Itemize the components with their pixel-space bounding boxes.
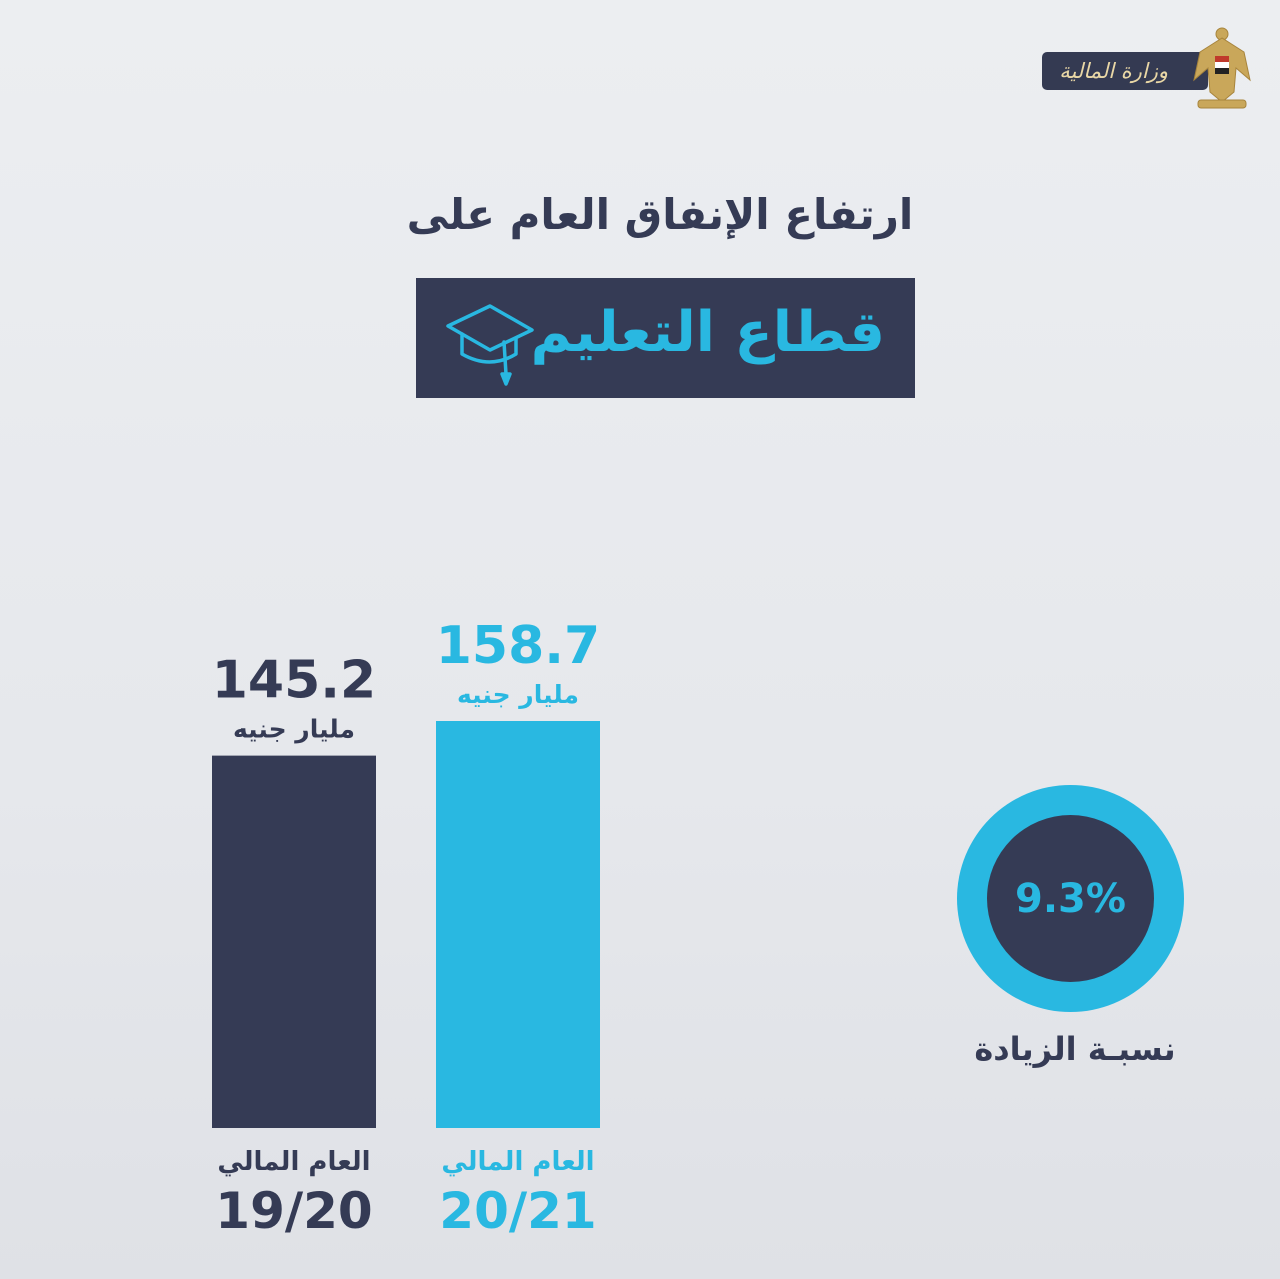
bar-unit-label: مليار جنيه: [457, 680, 579, 709]
eagle-emblem-icon: [1193, 27, 1251, 109]
category-caption: العام المالي: [441, 1147, 594, 1177]
graduation-cap-icon: [446, 304, 534, 386]
bar-20-21: [436, 721, 600, 1128]
bar-19-20: [212, 755, 376, 1128]
bar-unit-label: مليار جنيه: [233, 715, 355, 744]
ministry-logo-bar: وزارة المالية: [1042, 52, 1208, 90]
increase-ring: 9.3%: [957, 785, 1184, 1012]
increase-value: 9.3%: [987, 815, 1154, 982]
category-label: 20/21: [439, 1182, 596, 1240]
headline: ارتفاع الإنفاق العام على: [406, 190, 914, 239]
bar-value-label: 145.2: [212, 651, 376, 711]
ministry-name: وزارة المالية: [1059, 59, 1168, 83]
category-label: 19/20: [215, 1182, 372, 1240]
increase-label: نسبـة الزيادة: [974, 1030, 1176, 1068]
title-banner: قطاع التعليم: [416, 278, 915, 398]
sector-title: قطاع التعليم: [530, 300, 885, 365]
category-caption: العام المالي: [217, 1147, 370, 1177]
bar-value-label: 158.7: [436, 616, 600, 676]
